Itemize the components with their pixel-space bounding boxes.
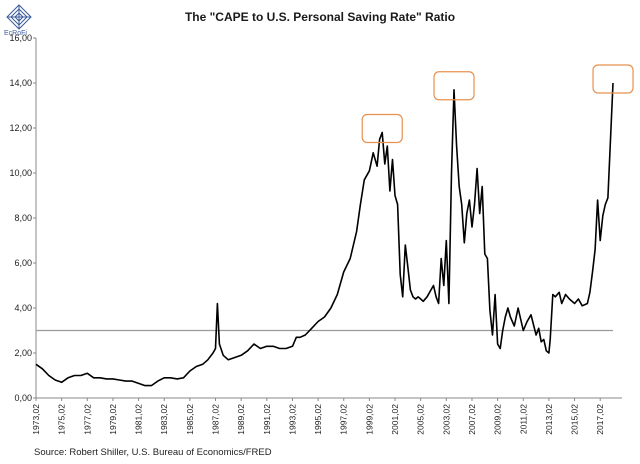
x-tick-label: 1995,02 [313, 404, 323, 435]
x-tick-label: 1977,02 [82, 404, 92, 435]
x-tick-label: 1979,02 [108, 404, 118, 435]
x-tick-label: 1973,02 [31, 404, 41, 435]
x-tick-label: 1987,02 [211, 404, 221, 435]
x-tick-label: 1989,02 [236, 404, 246, 435]
x-tick-label: 1999,02 [364, 404, 374, 435]
x-tick-label: 1981,02 [134, 404, 144, 435]
y-tick-label: 16,00 [9, 33, 32, 43]
y-tick-label: 0,00 [14, 393, 32, 403]
x-tick-label: 2009,02 [493, 404, 503, 435]
x-tick-label: 2001,02 [390, 404, 400, 435]
logo-text: EcRoFi [4, 30, 27, 37]
series-line [35, 82, 614, 387]
y-tick-label: 10,00 [9, 168, 32, 178]
peak-highlight-box [361, 113, 403, 144]
chart-source: Source: Robert Shiller, U.S. Bureau of E… [34, 447, 272, 458]
y-tick-label: 2,00 [14, 348, 32, 358]
y-tick-label: 12,00 [9, 123, 32, 133]
x-tick-label: 2003,02 [441, 404, 451, 435]
y-tick-label: 8,00 [14, 213, 32, 223]
x-tick-label: 2007,02 [467, 404, 477, 435]
x-tick-label: 1993,02 [287, 404, 297, 435]
x-tick-label: 1975,02 [57, 404, 67, 435]
x-tick-label: 1983,02 [159, 404, 169, 435]
x-tick-label: 2015,02 [570, 404, 580, 435]
logo-icon [6, 4, 32, 30]
x-tick-label: 2005,02 [416, 404, 426, 435]
y-tick-label: 6,00 [14, 258, 32, 268]
x-tick-label: 2011,02 [518, 404, 528, 434]
x-tick-label: 2017,02 [595, 404, 605, 435]
x-tick-label: 2013,02 [544, 404, 554, 435]
x-tick-label: 1985,02 [185, 404, 195, 435]
chart-title: The "CAPE to U.S. Personal Saving Rate" … [184, 10, 456, 24]
x-tick-label: 1997,02 [339, 404, 349, 435]
peak-highlight-box [592, 64, 634, 94]
peak-highlight-box [433, 71, 475, 101]
y-tick-label: 14,00 [9, 78, 32, 88]
x-tick-label: 1991,02 [262, 404, 272, 435]
y-tick-label: 4,00 [14, 303, 32, 313]
